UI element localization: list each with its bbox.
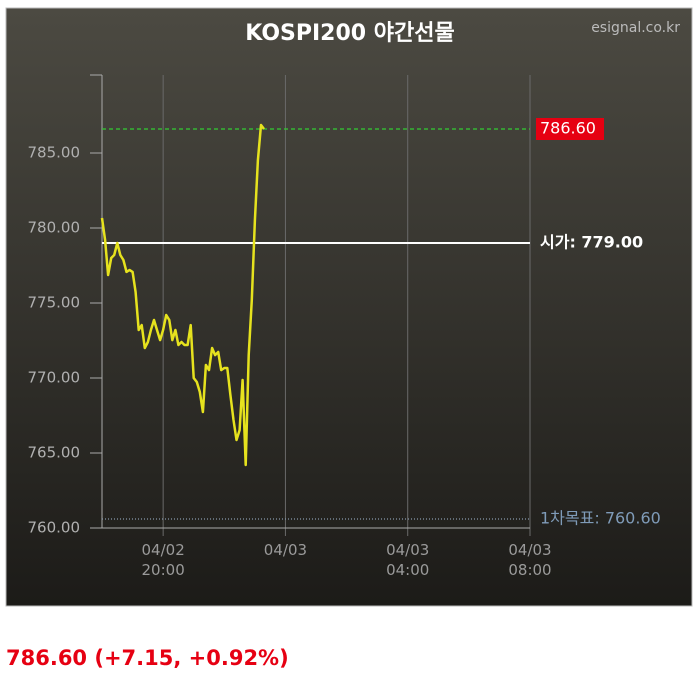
level-label: 786.60 — [540, 119, 596, 138]
x-tick-label: 04/02 20:00 — [141, 541, 185, 579]
y-tick-label: 765.00 — [28, 444, 81, 462]
footer: 786.60 (+7.15, +0.92%) — [6, 646, 289, 670]
x-tick-label: 04/03 04:00 — [386, 541, 430, 579]
y-tick-label: 760.00 — [28, 519, 81, 537]
x-tick-label: 04/03 — [263, 541, 308, 559]
level-label-box — [536, 118, 604, 140]
y-tick-label: 785.00 — [28, 144, 81, 162]
y-tick-label: 775.00 — [28, 294, 81, 312]
y-tick-label: 780.00 — [28, 219, 81, 237]
chart-title: KOSPI200 야간선물 — [245, 21, 454, 46]
line-series — [100, 123, 265, 467]
y-tick-label: 770.00 — [28, 369, 81, 387]
level-label: 시가: 779.00 — [540, 233, 643, 252]
x-tick-label: 04/03 08:00 — [508, 541, 552, 579]
level-label: 1차목표: 760.60 — [540, 509, 661, 528]
chart: KOSPI200 야간선물 esignal.co.kr 760.00 765.00… — [5, 7, 693, 607]
panel — [5, 7, 693, 607]
source: esignal.co.kr — [591, 20, 680, 36]
